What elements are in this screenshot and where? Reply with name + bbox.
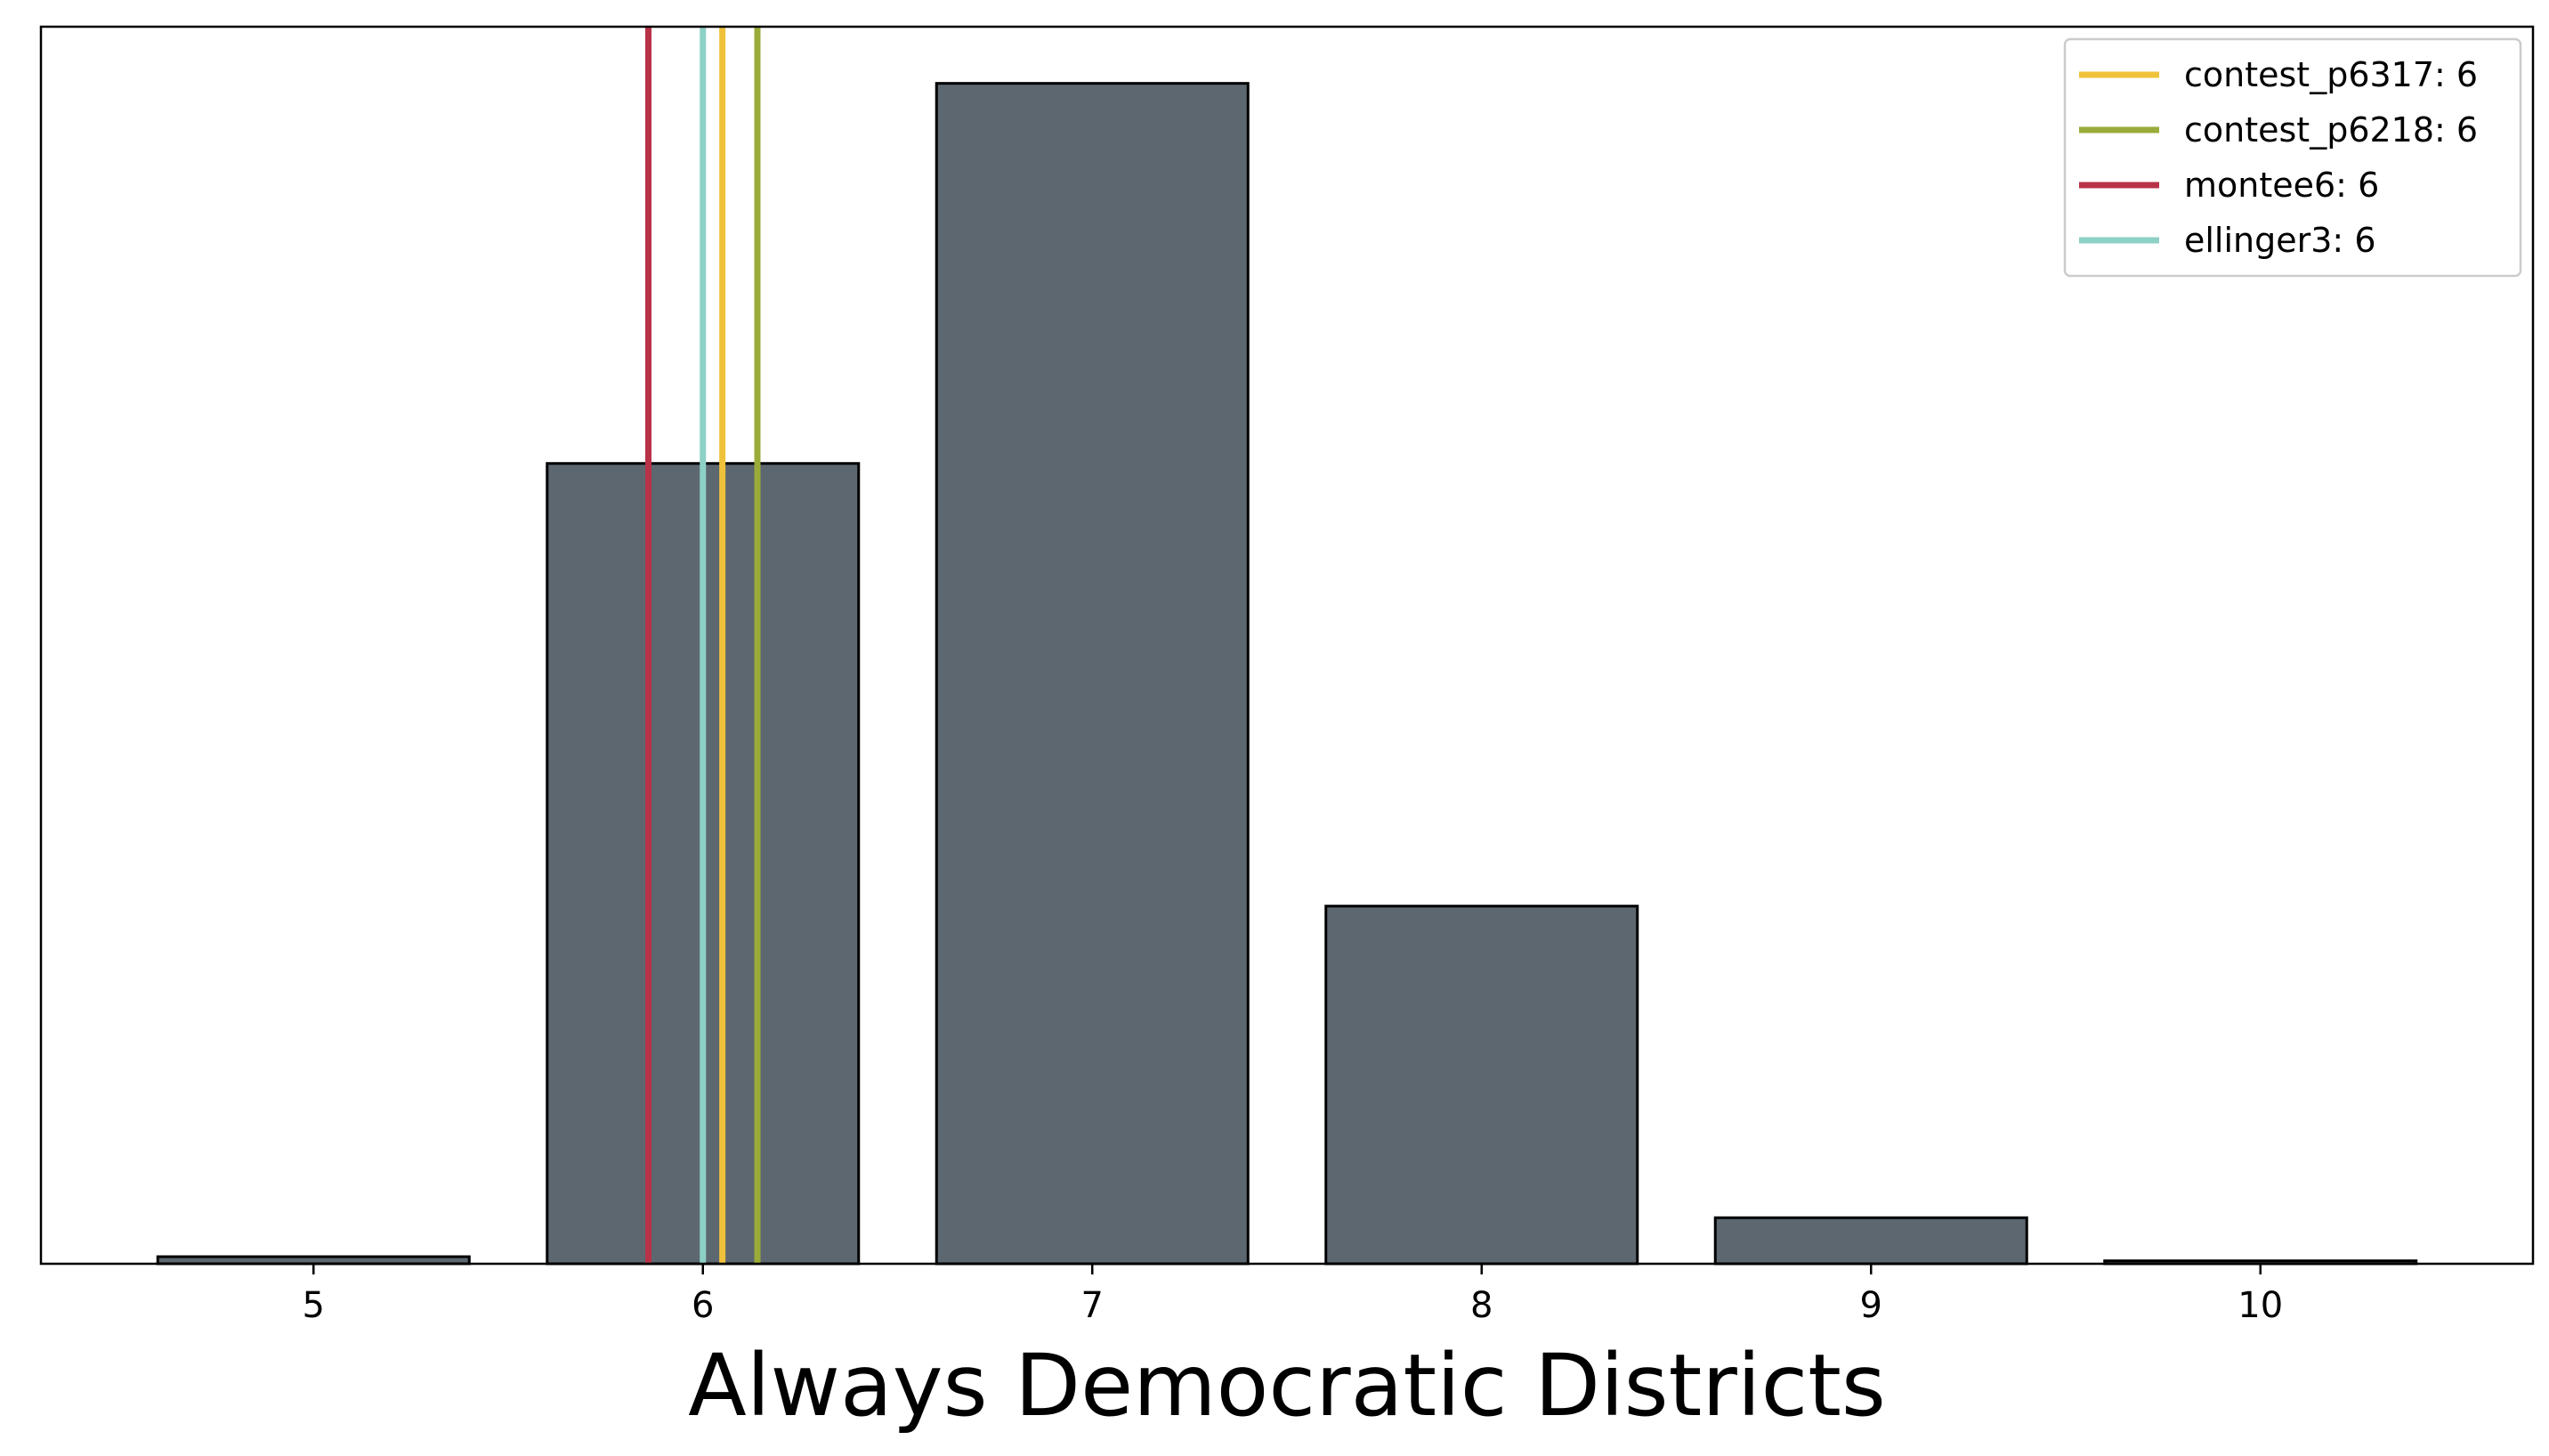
legend-box [2063,37,2522,278]
legend-label-3: montee6: 6 [2184,166,2379,205]
plot-area-frame [39,25,2535,1266]
legend-label-4: ellinger3: 6 [2184,221,2376,260]
bar-8 [1324,904,1639,1266]
reference-lines-group [645,27,761,1264]
x-tick-label-6: 6 [692,1285,714,1326]
x-tick-label-7: 7 [1081,1285,1104,1326]
bar-9 [1713,1216,2028,1266]
x-axis-ticks: 5 6 7 8 9 10 [303,1264,2283,1326]
x-tick-label-10: 10 [2237,1285,2283,1326]
x-tick-label-8: 8 [1470,1285,1493,1326]
x-tick-label-9: 9 [1860,1285,1882,1326]
x-axis-label: Always Democratic Districts [688,1336,1886,1436]
bars-group [156,82,2418,1266]
bar-7 [935,82,1250,1266]
legend-label-1: contest_p6317: 6 [2184,55,2478,94]
legend-label-2: contest_p6218: 6 [2184,110,2478,150]
legend: contest_p6317: 6 contest_p6218: 6 montee6:… [2063,37,2522,278]
x-tick-label-5: 5 [303,1285,325,1326]
